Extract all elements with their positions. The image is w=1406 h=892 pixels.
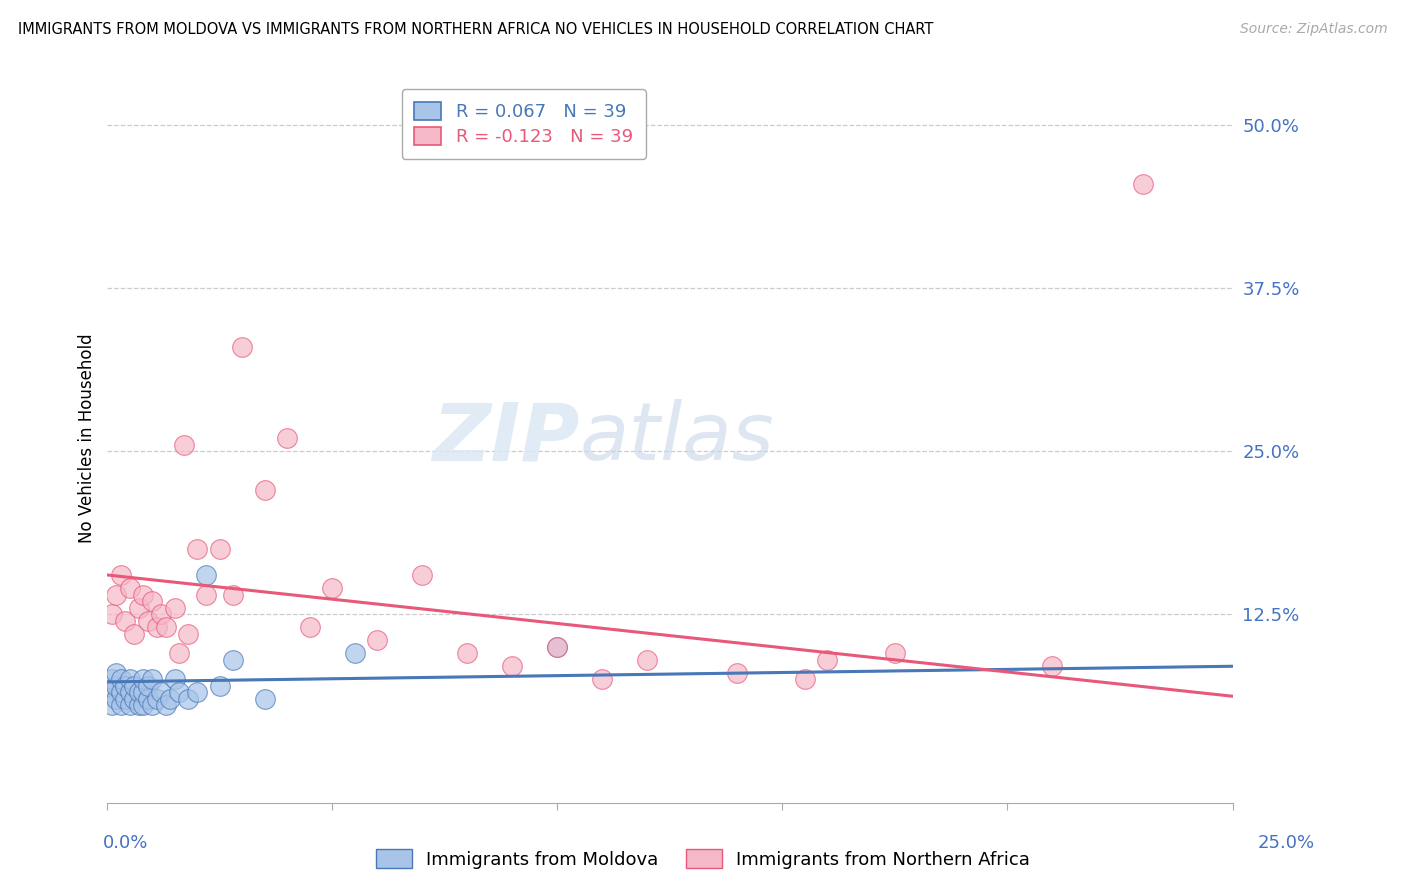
Point [136,691,159,706]
Point [222,653,245,667]
Point [128,685,150,699]
Point [155,698,177,713]
Point [105,691,128,706]
Point [146,691,169,706]
Point [253,483,276,498]
Point [208,541,231,556]
Point [298,620,321,634]
Text: IMMIGRANTS FROM MOLDOVA VS IMMIGRANTS FROM NORTHERN AFRICA NO VEHICLES IN HOUSEH: IMMIGRANTS FROM MOLDOVA VS IMMIGRANTS FR… [18,22,934,37]
Point [591,673,613,687]
Text: 25.0%: 25.0% [1257,834,1315,852]
Point [231,340,253,354]
Y-axis label: No Vehicles in Household: No Vehicles in Household [79,334,96,543]
Point [163,600,186,615]
Point [546,640,568,654]
Point [110,698,132,713]
Point [105,679,128,693]
Point [186,541,208,556]
Point [141,698,163,713]
Point [141,673,163,687]
Point [101,673,124,687]
Point [155,620,177,634]
Point [1132,177,1154,191]
Point [132,588,155,602]
Text: 0.0%: 0.0% [103,834,148,852]
Point [150,685,173,699]
Point [253,691,276,706]
Point [114,679,136,693]
Text: Source: ZipAtlas.com: Source: ZipAtlas.com [1240,22,1388,37]
Point [114,614,136,628]
Point [343,646,366,660]
Text: atlas: atlas [579,399,775,477]
Point [105,588,128,602]
Point [141,594,163,608]
Point [124,626,146,640]
Point [150,607,173,621]
Point [195,568,218,582]
Point [98,685,121,699]
Point [118,685,141,699]
Point [124,691,146,706]
Point [817,653,839,667]
Point [208,679,231,693]
Point [195,588,218,602]
Point [794,673,817,687]
Point [128,600,150,615]
Point [222,588,245,602]
Point [186,685,208,699]
Point [163,673,186,687]
Point [177,626,200,640]
Point [169,646,191,660]
Point [128,698,150,713]
Point [132,673,155,687]
Point [114,691,136,706]
Point [411,568,433,582]
Point [177,691,200,706]
Point [159,691,181,706]
Point [124,679,146,693]
Point [136,679,159,693]
Point [366,633,388,648]
Point [636,653,658,667]
Point [501,659,523,673]
Point [173,437,195,451]
Point [884,646,907,660]
Point [136,614,159,628]
Point [118,581,141,595]
Point [118,698,141,713]
Point [456,646,478,660]
Point [101,698,124,713]
Legend: Immigrants from Moldova, Immigrants from Northern Africa: Immigrants from Moldova, Immigrants from… [368,842,1038,876]
Point [105,665,128,680]
Point [132,698,155,713]
Point [276,431,298,445]
Point [110,673,132,687]
Legend: R = 0.067   N = 39, R = -0.123   N = 39: R = 0.067 N = 39, R = -0.123 N = 39 [402,89,645,159]
Point [101,607,124,621]
Point [110,685,132,699]
Point [146,620,169,634]
Point [1042,659,1064,673]
Point [132,685,155,699]
Point [118,673,141,687]
Point [169,685,191,699]
Text: ZIP: ZIP [433,399,579,477]
Point [110,568,132,582]
Point [321,581,343,595]
Point [727,665,749,680]
Point [546,640,568,654]
